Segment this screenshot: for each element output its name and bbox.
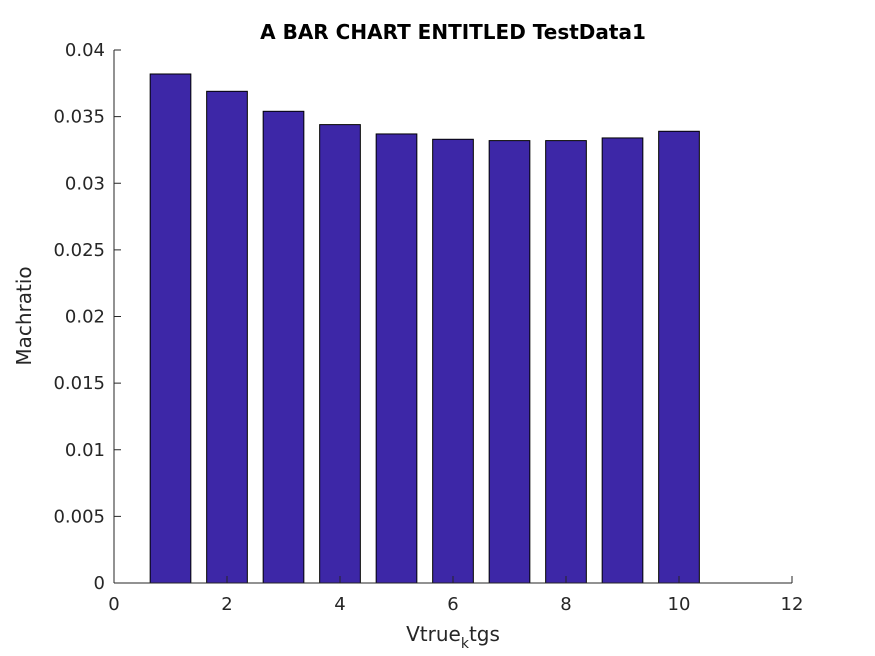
bar — [375, 133, 418, 584]
bar — [432, 138, 474, 584]
y-tick-labels: 0 0.005 0.01 0.015 0.02 0.025 0.03 0.035 0.04 — [53, 40, 105, 594]
y-tick-label: 0.04 — [65, 40, 105, 61]
x-tick-label: 8 — [560, 594, 571, 615]
y-tick-label: 0 — [94, 573, 105, 594]
y-axis-title: Machratio — [12, 266, 36, 365]
y-tick-label: 0.02 — [65, 307, 105, 328]
x-axis-title-tail: tgs — [469, 622, 500, 646]
x-tick-label: 10 — [668, 594, 691, 615]
bar — [545, 140, 587, 584]
bar — [319, 124, 361, 584]
y-tick-label: 0.015 — [53, 373, 105, 394]
y-tick-label: 0.035 — [53, 107, 105, 128]
bar — [262, 110, 305, 584]
x-tick-label: 0 — [108, 594, 119, 615]
x-tick-labels: 0 2 4 6 8 10 12 — [108, 594, 803, 615]
x-tick-label: 4 — [334, 594, 345, 615]
y-tick-label: 0.03 — [65, 173, 105, 194]
bar — [149, 73, 192, 584]
bar — [206, 90, 248, 584]
chart-title: A BAR CHART ENTITLED TestData1 — [260, 20, 646, 44]
y-tick-label: 0.025 — [53, 240, 105, 261]
bar-group — [149, 73, 700, 584]
bar — [488, 140, 531, 584]
bar — [601, 137, 644, 584]
y-tick-label: 0.01 — [65, 440, 105, 461]
x-axis-title-main: Vtrue — [406, 622, 461, 646]
x-tick-label: 6 — [447, 594, 458, 615]
axes — [113, 49, 793, 584]
x-tick-label: 12 — [781, 594, 804, 615]
x-axis-title-subscript: k — [461, 636, 470, 652]
x-tick-label: 2 — [221, 594, 232, 615]
x-axis-title: Vtruektgs — [406, 622, 500, 652]
bar — [658, 130, 700, 584]
y-tick-label: 0.005 — [53, 506, 105, 527]
